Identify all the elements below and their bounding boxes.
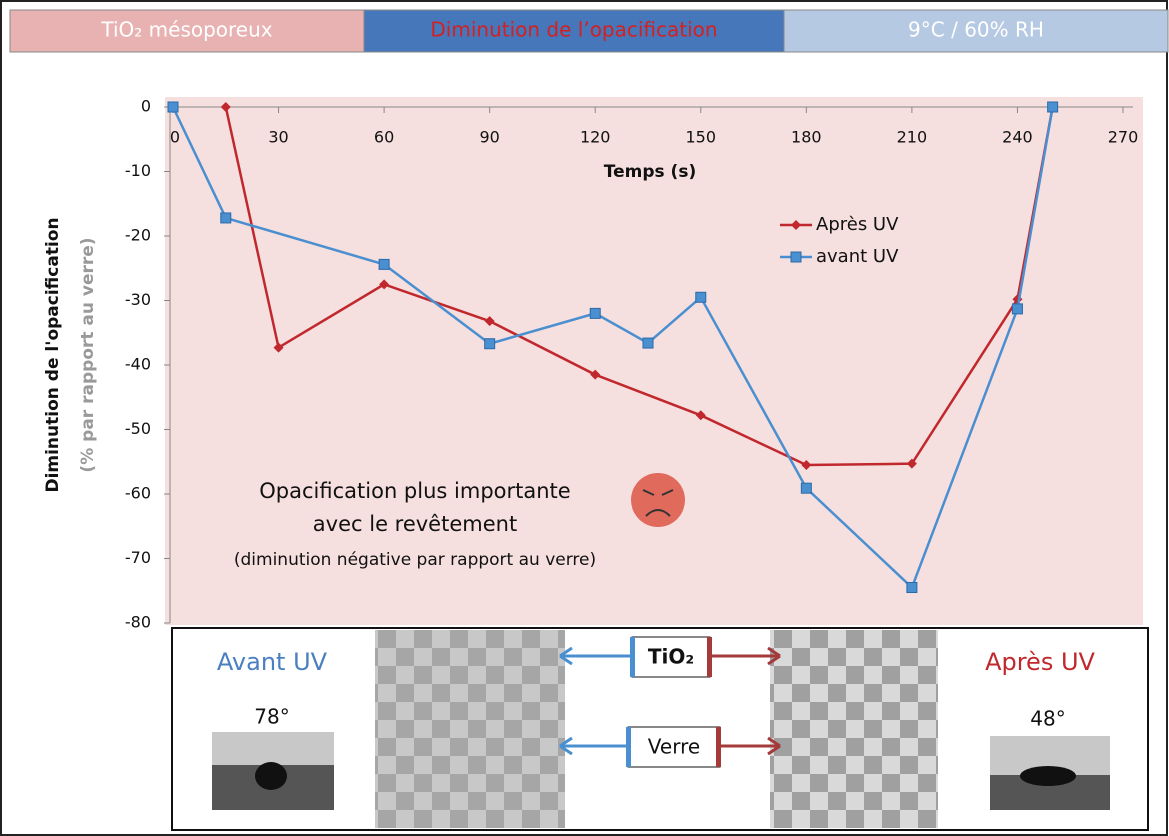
- x-tick-label: 90: [479, 128, 499, 147]
- arrow-head: [767, 646, 781, 666]
- data-point: [167, 101, 179, 113]
- data-point: [906, 582, 918, 594]
- label-text: TiO₂: [648, 645, 694, 669]
- legend-label: Après UV: [816, 214, 899, 235]
- arrow-head: [767, 736, 781, 756]
- data-point: [484, 338, 496, 350]
- data-point: [220, 212, 232, 224]
- y-tick-label: 0: [141, 97, 151, 116]
- data-point: [1011, 303, 1023, 315]
- y-tick-label: -50: [125, 419, 151, 438]
- x-tick-label: 150: [686, 128, 717, 147]
- x-tick-label: 120: [580, 128, 611, 147]
- data-point: [695, 410, 706, 421]
- photo-after: [770, 630, 938, 828]
- label-text: Verre: [648, 735, 700, 759]
- data-point: [589, 307, 601, 319]
- y-tick-label: -70: [125, 548, 151, 567]
- photo-haze: [375, 630, 565, 828]
- droplet: [255, 762, 287, 790]
- annotation: avec le revêtement: [313, 512, 517, 536]
- label-box: [627, 726, 721, 768]
- panel-label: Avant UV: [217, 648, 328, 676]
- label-box-edge: [626, 727, 631, 767]
- legend-label: avant UV: [816, 246, 899, 267]
- panel-label: Après UV: [985, 648, 1095, 676]
- annotation: Opacification plus importante: [259, 479, 570, 503]
- data-point: [378, 258, 390, 270]
- x-tick-label: 180: [791, 128, 822, 147]
- annotation: (diminution négative par rapport au verr…: [234, 550, 596, 570]
- x-tick-label: 240: [1002, 128, 1033, 147]
- data-point: [1047, 101, 1059, 113]
- plot-area: [165, 97, 1143, 625]
- y-tick-label: -20: [125, 226, 151, 245]
- legend-marker: [790, 251, 802, 263]
- arrow-head: [559, 736, 573, 756]
- x-tick-label: 0: [170, 128, 180, 147]
- data-point: [484, 316, 495, 327]
- y-tick-label: -80: [125, 613, 151, 632]
- header-cell: [783, 9, 1169, 53]
- contact-angle: 48°: [1030, 707, 1065, 731]
- header-text: TiO₂ mésoporeux: [100, 18, 272, 42]
- header-text: Diminution de l’opacification: [430, 18, 717, 42]
- x-tick-label: 210: [897, 128, 928, 147]
- y-tick-label: -30: [125, 290, 151, 309]
- data-point: [379, 279, 390, 290]
- droplet: [1020, 766, 1076, 786]
- header-cell: [9, 9, 365, 53]
- header-cell: [363, 9, 785, 53]
- series-line: [224, 106, 1054, 467]
- data-point: [800, 482, 812, 494]
- data-point: [590, 369, 601, 380]
- label-box-edge: [630, 637, 635, 677]
- photo-haze: [770, 630, 938, 828]
- x-tick-label: 30: [268, 128, 288, 147]
- chart: 0 -10 -20 -30 -40 -50 -60 -70 -80 0 30 60 90 120 150 18…: [43, 97, 1138, 632]
- data-point: [906, 458, 917, 469]
- y-axis-title: Diminution de l'opacification: [43, 217, 63, 492]
- label-box-edge: [716, 727, 721, 767]
- header-text: 9°C / 60% RH: [908, 18, 1044, 42]
- y-tick-label: -60: [125, 484, 151, 503]
- data-point: [642, 337, 654, 349]
- label-box-edge: [707, 637, 712, 677]
- y-axis-subtitle: (% par rapport au verre): [78, 237, 98, 472]
- y-tick-label: -40: [125, 355, 151, 374]
- legend-marker: [791, 220, 801, 230]
- data-point: [801, 459, 812, 470]
- arrow-head: [559, 646, 573, 666]
- contact-angle: 78°: [254, 705, 289, 729]
- angry-face-icon: [631, 473, 685, 527]
- y-tick-label: -10: [125, 161, 151, 180]
- x-tick-label: 270: [1108, 128, 1139, 147]
- x-axis-title: Temps (s): [604, 162, 696, 182]
- data-point: [273, 342, 284, 353]
- x-tick-label: 60: [374, 128, 394, 147]
- data-point: [220, 102, 231, 112]
- data-point: [695, 291, 707, 303]
